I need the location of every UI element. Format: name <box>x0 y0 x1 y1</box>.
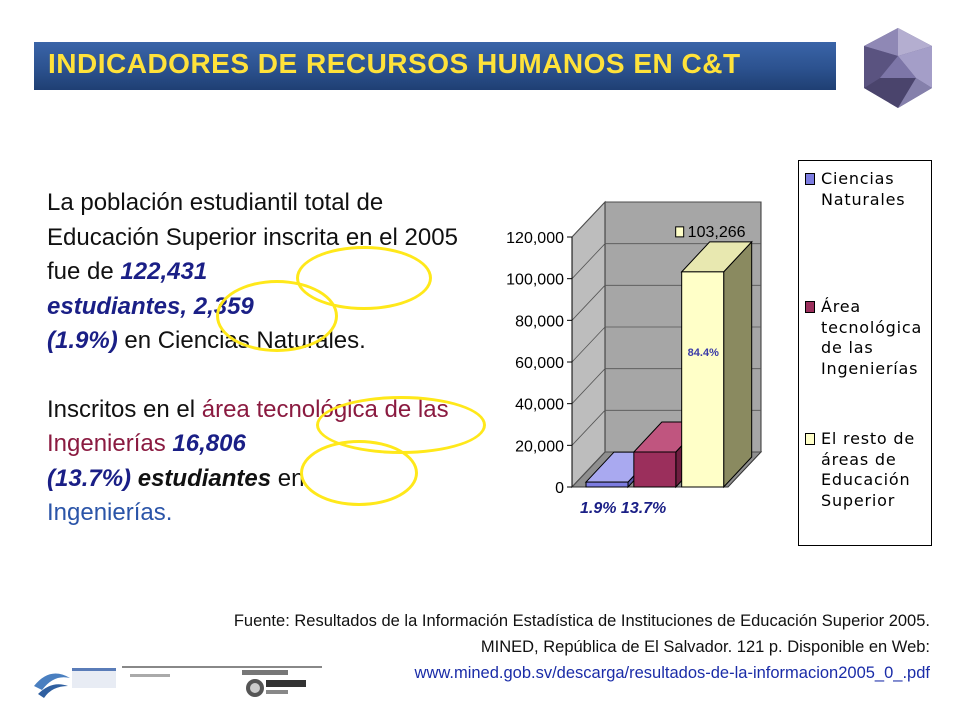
y-tick-label: 120,000 <box>506 230 564 247</box>
legend-label-resto: El resto de áreas de Educación Superior <box>821 429 915 510</box>
data-label-2: 103,266 <box>688 224 746 241</box>
gem-logo-icon <box>864 28 932 108</box>
source-link[interactable]: www.mined.gob.sv/descarga/resultados-de-… <box>414 664 930 682</box>
ing-count-value: 16,806 <box>172 430 246 457</box>
slide-title: INDICADORES DE RECURSOS HUMANOS EN C&T <box>48 48 741 79</box>
ing-pct-value: (13.7%) <box>47 464 132 492</box>
legend-item-ingenierias: Área tecnológica de las Ingenierías <box>805 297 925 379</box>
bar-front-0 <box>585 481 629 488</box>
legend-label-ingenierias: Área tecnológica de las Ingenierías <box>821 297 923 378</box>
footer-logos <box>34 666 322 698</box>
mined-logo-icon <box>34 668 116 698</box>
source-citation: Fuente: Resultados de la Información Est… <box>234 608 930 686</box>
source-line-2: MINED, República de El Salvador. 121 p. … <box>480 638 930 656</box>
ing-intro-text: Inscritos en el <box>47 395 202 423</box>
students-label: estudiantes <box>47 292 181 320</box>
comma-text: , <box>180 292 194 320</box>
ing-students-label: estudiantes <box>137 464 272 492</box>
total-students-value: 122,431 <box>120 258 208 285</box>
percent-row-label: 1.9% 13.7% <box>580 500 667 517</box>
bar-percent-label: 84.4% <box>688 347 719 359</box>
y-tick-label: 100,000 <box>506 272 564 289</box>
y-tick-label: 80,000 <box>515 313 564 330</box>
bar-side-2 <box>723 240 753 489</box>
legend-swatch-resto <box>805 433 815 445</box>
total-intro-text: La población estudiantil total de Educac… <box>47 189 458 285</box>
legend-item-ciencias: Ciencias Naturales <box>805 169 925 210</box>
legend-swatch-ingenierias <box>805 301 815 313</box>
source-line-1: Fuente: Resultados de la Información Est… <box>233 612 930 630</box>
chart-legend: Ciencias Naturales Área tecnológica de l… <box>798 160 932 546</box>
bar-front-2 <box>681 271 725 488</box>
legend-label-ciencias: Ciencias Naturales <box>821 169 906 209</box>
bar-chart: 0 20,000 40,000 60,000 80,000 100,000 120,000 1… <box>506 200 763 497</box>
footer-seal-icon <box>242 670 306 697</box>
bar-front-1 <box>633 451 677 488</box>
body-text: La población estudiantil total de Educac… <box>47 186 487 531</box>
highlight-ellipse-total <box>296 246 432 310</box>
ingenierias-text: Ingenierías. <box>47 499 173 526</box>
ciencias-pct-value: (1.9%) <box>47 327 118 354</box>
y-tick-label: 20,000 <box>515 438 564 455</box>
highlight-ellipse-ciencias <box>216 280 338 352</box>
paragraph-total: La población estudiantil total de Educac… <box>47 186 487 359</box>
highlight-ellipse-ing <box>300 440 418 506</box>
legend-item-resto: El resto de áreas de Educación Superior <box>805 429 925 511</box>
data-label-swatch <box>675 226 685 238</box>
grid-line <box>571 201 761 238</box>
y-tick-label: 40,000 <box>515 397 564 414</box>
y-tick-label: 60,000 <box>515 355 564 372</box>
y-tick-label: 0 <box>555 480 564 497</box>
legend-swatch-ciencias <box>805 173 815 185</box>
title-band: INDICADORES DE RECURSOS HUMANOS EN C&T <box>34 42 836 90</box>
